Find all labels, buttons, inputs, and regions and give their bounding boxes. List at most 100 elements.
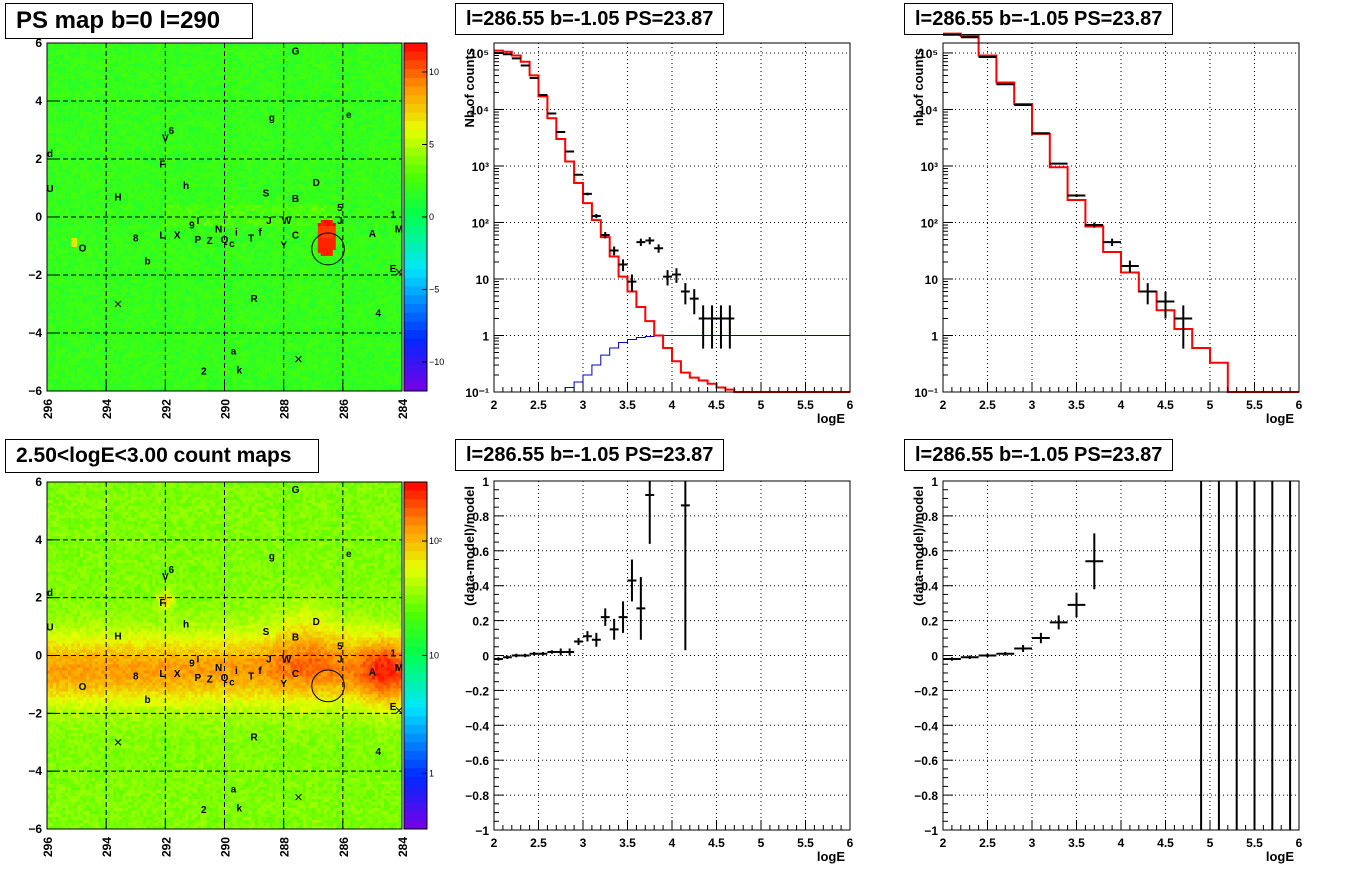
x-tick-label: 288 xyxy=(278,837,292,857)
cross-marker xyxy=(395,268,403,276)
colorbar-tick-label: 1 xyxy=(429,768,434,778)
colorbar-tick-label: 10 xyxy=(429,67,439,77)
source-label: G xyxy=(292,46,300,57)
y-tick-label: −2 xyxy=(28,268,42,282)
residual-point xyxy=(1049,615,1068,630)
source-label: 1 xyxy=(390,210,396,221)
source-label: a xyxy=(231,346,237,357)
source-label: g xyxy=(269,113,275,124)
x-tick-label: 3.5 xyxy=(619,398,636,412)
source-label: 6 xyxy=(168,565,174,576)
source-label: c xyxy=(229,239,235,250)
x-tick-label: 3.5 xyxy=(1068,836,1085,850)
y-tick-label: 10⁵ xyxy=(470,47,489,61)
data-point xyxy=(556,130,566,133)
source-label: J xyxy=(266,216,272,227)
x-tick-label: 5 xyxy=(758,836,765,850)
x-tick-label: 6 xyxy=(847,398,854,412)
source-label: T xyxy=(248,672,254,683)
source-label: c xyxy=(229,678,235,689)
source-label: e xyxy=(346,110,352,121)
x-tick-label: 2.5 xyxy=(530,398,547,412)
y-tick-label: −4 xyxy=(28,764,42,778)
y-tick-label: 0 xyxy=(931,650,938,664)
y-tick-label: 0.4 xyxy=(921,580,938,594)
data-point xyxy=(725,305,735,349)
residual-point xyxy=(645,481,655,544)
spec-right-chart: 2 2.5 3 3.5 4 4.5 5 5.5 6 10⁵ 10⁴ 10³ 10² 10 1 10⁻¹ logE… xyxy=(911,32,1303,426)
y-tick-label: 2 xyxy=(35,591,42,605)
y-tick-label: 6 xyxy=(35,36,42,50)
y-tick-label: −0.6 xyxy=(465,754,489,768)
cross-marker xyxy=(114,300,122,308)
x-tick-label: 5.5 xyxy=(797,398,814,412)
x-tick-label: 4 xyxy=(1118,398,1125,412)
source-label: J xyxy=(337,654,343,665)
y-tick-label: 2 xyxy=(35,152,42,166)
data-point xyxy=(1085,222,1104,228)
y-tick-label: 4 xyxy=(35,94,42,108)
y-tick-label: 6 xyxy=(35,475,42,489)
source-label: L xyxy=(159,669,165,680)
source-label: 9 xyxy=(189,220,195,231)
source-label: I xyxy=(196,654,199,665)
x-tick-label: 290 xyxy=(219,837,233,857)
y-tick-label: 0.8 xyxy=(921,510,938,524)
x-tick-label: 2 xyxy=(940,836,947,850)
source-label: C xyxy=(292,230,299,241)
residual-point xyxy=(547,650,557,654)
source-label: A xyxy=(369,229,376,240)
residual-point xyxy=(996,652,1015,656)
data-point xyxy=(716,305,726,349)
residual-point xyxy=(960,655,979,659)
x-tick-label: 296 xyxy=(41,837,55,857)
x-tick-label: 5.5 xyxy=(1246,398,1263,412)
residual-point xyxy=(556,648,566,656)
x-tick-label: 284 xyxy=(396,837,410,857)
source-label: F xyxy=(159,598,165,609)
x-axis-label: logE xyxy=(1266,411,1294,426)
source-label: 8 xyxy=(133,233,139,244)
data-point xyxy=(1067,194,1086,197)
source-label: E xyxy=(390,702,397,713)
source-label: F xyxy=(159,159,165,170)
residual-point xyxy=(609,618,619,640)
source-label: O xyxy=(79,682,87,693)
x-tick-label: 6 xyxy=(1296,836,1303,850)
source-label: W xyxy=(282,216,292,227)
data-point xyxy=(1121,260,1139,273)
x-tick-label: 292 xyxy=(159,399,173,419)
cross-marker xyxy=(295,355,302,363)
x-tick-label: 3 xyxy=(580,836,587,850)
source-label: G xyxy=(292,485,300,496)
source-label: P xyxy=(195,235,202,246)
source-label: E xyxy=(390,264,397,275)
source-label: d xyxy=(47,588,53,599)
y-tick-label: 0 xyxy=(35,210,42,224)
y-tick-label: −0.2 xyxy=(914,684,938,698)
data-point xyxy=(654,244,664,253)
x-tick-label: 4.5 xyxy=(1157,398,1174,412)
x-tick-label: 4 xyxy=(669,836,676,850)
y-tick-label: 0.8 xyxy=(472,510,489,524)
spec-left-chart: 2 2.5 3 3.5 4 4.5 5 5.5 6 10⁵ 10⁴ 10³ 10² 10 1 10⁻¹ logE… xyxy=(462,42,854,426)
x-tick-label: 294 xyxy=(100,399,114,419)
residual-point xyxy=(494,657,503,661)
source-label: i xyxy=(235,228,238,239)
colorbar xyxy=(404,482,427,830)
source-label: Q xyxy=(221,673,229,684)
source-label: Y xyxy=(280,241,287,252)
y-tick-label: 0 xyxy=(482,650,489,664)
data-point xyxy=(591,213,601,219)
x-tick-label: 6 xyxy=(1296,398,1303,412)
residual-point xyxy=(1085,533,1104,590)
source-label: 2 xyxy=(201,805,207,816)
source-label: H xyxy=(114,193,121,204)
cross-marker xyxy=(395,707,403,714)
model-red-line xyxy=(943,32,1299,393)
source-label: I xyxy=(196,216,199,227)
map-grid xyxy=(47,43,402,391)
residual-point xyxy=(618,601,628,633)
y-axis-label: nb of counts xyxy=(911,48,926,126)
data-point xyxy=(636,238,646,247)
